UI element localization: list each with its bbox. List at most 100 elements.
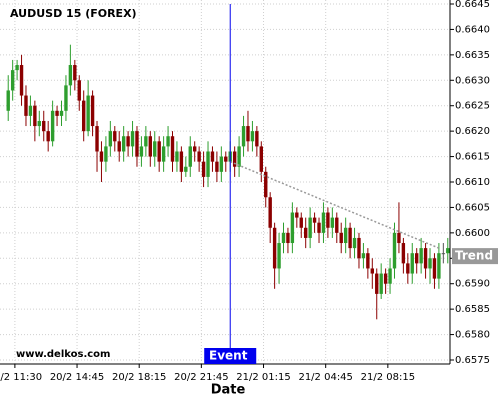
candle-body: [370, 268, 374, 274]
candle-body: [148, 136, 152, 157]
candle-body: [99, 151, 104, 162]
candle-body: [206, 151, 210, 177]
candle-body: [304, 227, 308, 238]
candle-body: [321, 212, 326, 233]
y-tick-label: 0.6620: [455, 126, 490, 137]
candle-body: [64, 85, 68, 111]
candle-body: [441, 253, 446, 255]
candle-body: [170, 136, 175, 162]
x-axis-title: Date: [211, 383, 246, 398]
candle-body: [37, 120, 41, 127]
y-tick-label: 0.6610: [455, 177, 490, 188]
candle-body: [352, 237, 357, 249]
candle-body: [117, 141, 121, 152]
candle-body: [290, 212, 295, 244]
candle-body: [10, 70, 15, 91]
candle-body: [153, 141, 157, 157]
event-label-box: [204, 348, 257, 364]
candle-body: [179, 151, 184, 172]
candle-body: [68, 65, 73, 86]
watermark: www.delkos.com: [16, 349, 110, 360]
candle-body: [175, 151, 179, 162]
candle-body: [6, 90, 10, 111]
candle-body: [379, 273, 383, 294]
candle-body: [312, 217, 317, 223]
candle-body: [73, 65, 77, 81]
candle-body: [335, 217, 339, 233]
candle-body: [241, 126, 246, 147]
candle-body: [410, 253, 414, 274]
candle-body: [104, 146, 108, 162]
candle-body: [46, 131, 50, 142]
candle-body: [224, 156, 228, 162]
candle-body: [19, 65, 24, 96]
candle-body: [15, 65, 19, 71]
event-label: Event: [209, 349, 248, 363]
candle-body: [343, 227, 348, 244]
trend-label-box: [452, 248, 498, 265]
candle-body: [406, 263, 410, 274]
y-tick-label: 0.6585: [455, 304, 490, 315]
candle-body: [357, 237, 361, 259]
candle-body: [197, 151, 201, 162]
x-tick-label: 21/2 08:15: [361, 372, 415, 383]
candle-body: [135, 131, 139, 157]
candle-body: [126, 136, 130, 147]
candle-body: [166, 136, 170, 147]
candle-body: [299, 217, 303, 228]
y-tick-label: 0.6630: [455, 75, 490, 86]
candle-body: [277, 243, 281, 269]
candle-body: [423, 248, 428, 269]
candle-body: [326, 212, 330, 228]
candle-body: [348, 227, 352, 249]
chart-title: AUDUSD 15 (FOREX): [10, 7, 137, 20]
candle-body: [317, 222, 321, 233]
x-tick-label: 20/2 11:30: [0, 372, 42, 383]
candle-body: [428, 258, 432, 269]
candle-body: [432, 258, 437, 279]
candle-body: [188, 146, 192, 167]
candle-body: [401, 243, 406, 264]
candle-body: [215, 161, 219, 172]
candle-body: [366, 253, 370, 269]
candle-body: [330, 217, 335, 228]
candle-body: [42, 120, 46, 132]
candle-body: [392, 232, 397, 269]
candle-body: [339, 232, 343, 244]
y-tick-label: 0.6590: [455, 279, 490, 290]
candle-body: [161, 146, 166, 162]
candle-body: [375, 273, 379, 294]
candle-body: [219, 156, 224, 172]
y-tick-label: 0.6625: [455, 101, 490, 112]
x-tick-label: 20/2 21:45: [174, 372, 228, 383]
candle-body: [28, 105, 33, 116]
candle-body: [419, 248, 423, 264]
candle-body: [272, 227, 277, 269]
candle-body: [361, 253, 366, 259]
candle-body: [264, 171, 268, 198]
candle-body: [50, 110, 55, 142]
y-tick-label: 0.6580: [455, 330, 490, 341]
trend-label: Trend: [455, 249, 493, 263]
candle-body: [86, 95, 90, 132]
candle-body: [383, 273, 388, 284]
candles: [6, 44, 450, 320]
y-tick-label: 0.6600: [455, 228, 490, 239]
y-tick-label: 0.6575: [455, 355, 490, 366]
candle-body: [121, 136, 126, 152]
candle-body: [144, 136, 148, 147]
candle-body: [286, 232, 290, 244]
candle-body: [232, 151, 237, 167]
candle-body: [157, 141, 161, 162]
x-tick-label: 21/2 04:45: [298, 372, 352, 383]
candle-body: [415, 253, 419, 264]
grid: [0, 0, 450, 364]
candle-body: [113, 131, 117, 142]
candle-body: [397, 232, 401, 244]
candle-body: [308, 217, 312, 238]
candle-body: [82, 100, 86, 132]
candle-body: [246, 126, 250, 142]
candle-body: [201, 161, 206, 177]
